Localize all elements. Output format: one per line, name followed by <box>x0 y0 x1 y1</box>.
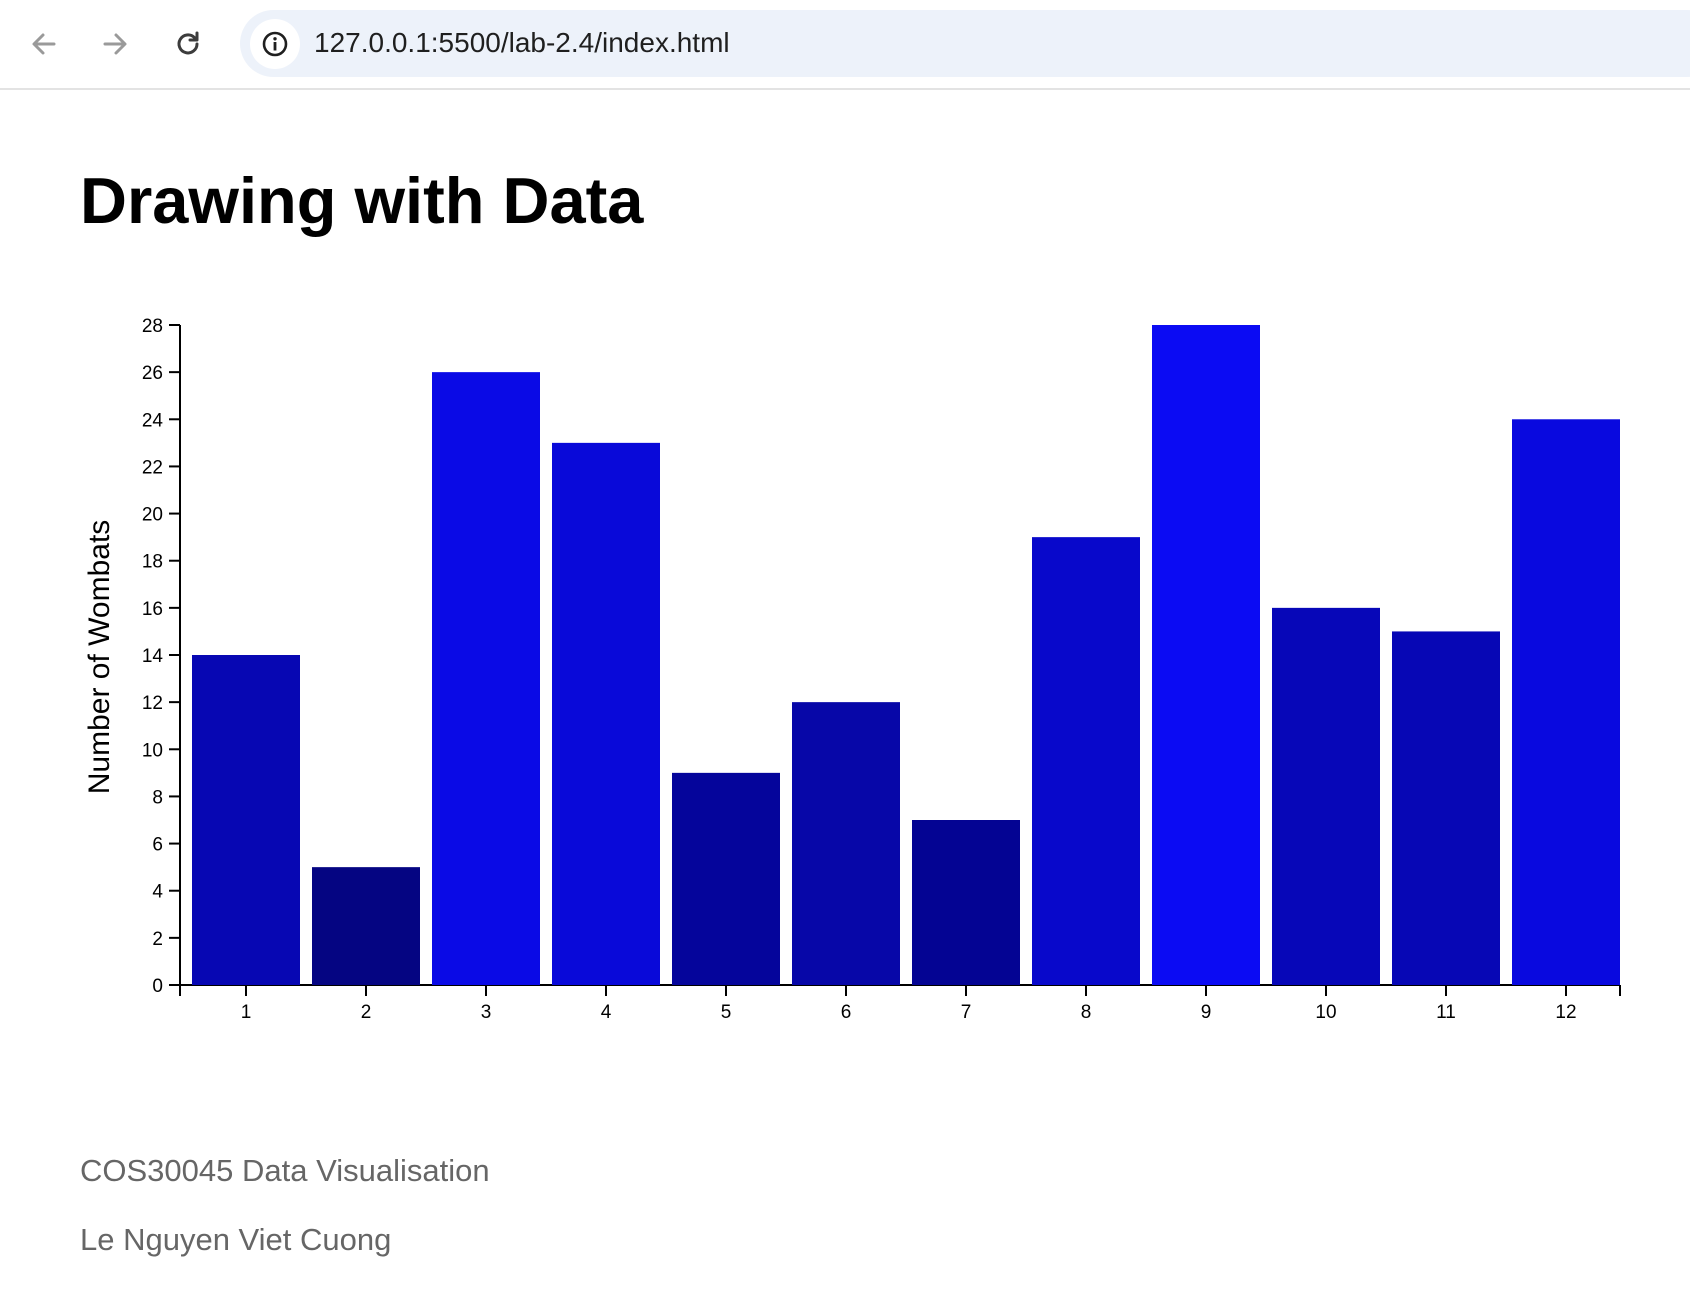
y-tick-label: 22 <box>142 457 163 478</box>
y-tick-label: 0 <box>152 976 163 997</box>
y-tick-label: 8 <box>152 787 163 808</box>
y-tick-label: 18 <box>142 552 163 573</box>
bar-1 <box>192 655 300 985</box>
address-bar[interactable]: 127.0.0.1:5500/lab-2.4/index.html <box>240 10 1690 77</box>
back-button[interactable] <box>22 22 66 66</box>
info-icon <box>262 31 288 57</box>
x-tick-label: 10 <box>1315 1002 1336 1023</box>
browser-toolbar: 127.0.0.1:5500/lab-2.4/index.html <box>0 0 1690 90</box>
footer-author: Le Nguyen Viet Cuong <box>80 1222 392 1257</box>
y-axis-label: Number of Wombats <box>83 520 116 795</box>
reload-icon <box>177 31 199 55</box>
bars <box>192 325 1620 986</box>
bar-4 <box>552 442 660 985</box>
arrow-left-icon <box>32 33 56 55</box>
y-tick-label: 14 <box>142 646 164 667</box>
y-tick-label: 6 <box>152 835 163 856</box>
bar-5 <box>672 772 780 985</box>
x-tick-label: 4 <box>601 1002 612 1023</box>
x-tick-label: 11 <box>1436 1002 1456 1023</box>
bar-8 <box>1032 537 1140 985</box>
y-tick-label: 2 <box>152 929 163 950</box>
y-tick-label: 28 <box>142 316 163 337</box>
x-tick-label: 3 <box>481 1002 492 1023</box>
site-info-button[interactable] <box>250 19 300 69</box>
x-tick-label: 6 <box>841 1002 852 1023</box>
x-tick-label: 2 <box>361 1002 372 1023</box>
bar-7 <box>912 820 1020 985</box>
bar-3 <box>432 372 540 986</box>
x-tick-label: 12 <box>1555 1002 1576 1023</box>
bar-6 <box>792 702 900 985</box>
footer-course: COS30045 Data Visualisation <box>80 1153 490 1188</box>
x-tick-label: 7 <box>961 1002 972 1023</box>
y-tick-label: 20 <box>142 505 163 526</box>
x-tick-label: 5 <box>721 1002 732 1023</box>
x-tick-label: 8 <box>1081 1002 1092 1023</box>
page-title: Drawing with Data <box>80 164 644 237</box>
x-tick-label: 1 <box>241 1002 252 1023</box>
bar-9 <box>1152 325 1260 985</box>
y-tick-label: 24 <box>142 410 164 431</box>
forward-button[interactable] <box>93 22 137 66</box>
x-axis: 1 2 3 4 5 6 7 8 9 10 11 12 <box>180 984 1621 1023</box>
x-tick-label: 9 <box>1201 1002 1212 1023</box>
y-tick-label: 4 <box>152 882 163 903</box>
y-tick-label: 10 <box>142 740 163 761</box>
y-tick-label: 16 <box>142 599 163 620</box>
reload-button[interactable] <box>166 22 210 66</box>
arrow-right-icon <box>103 33 127 55</box>
bar-10 <box>1272 607 1380 985</box>
bar-12 <box>1512 419 1620 985</box>
bar-2 <box>312 867 420 985</box>
bar-11 <box>1392 631 1500 985</box>
y-tick-label: 12 <box>142 693 163 714</box>
y-tick-label: 26 <box>142 363 163 384</box>
url-text[interactable]: 127.0.0.1:5500/lab-2.4/index.html <box>314 27 730 58</box>
